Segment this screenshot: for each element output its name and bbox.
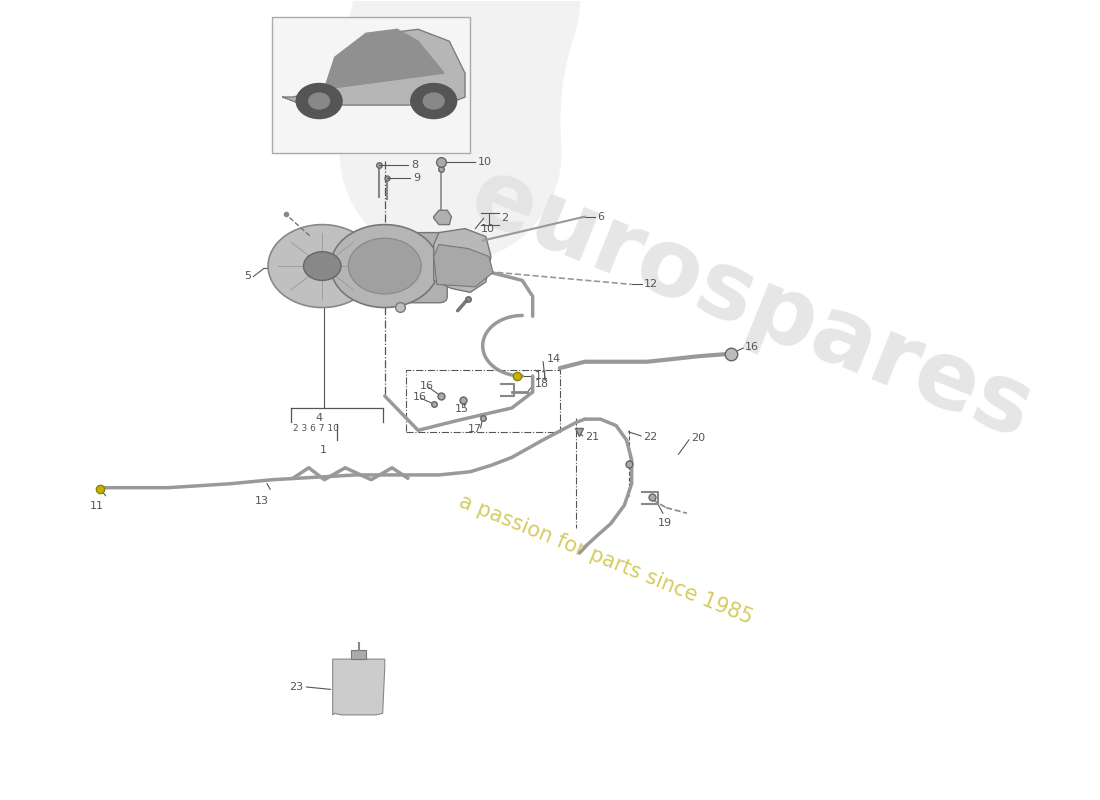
Circle shape — [331, 225, 439, 307]
Text: 23: 23 — [289, 682, 304, 692]
Circle shape — [424, 93, 444, 109]
Text: 1: 1 — [320, 445, 327, 454]
Circle shape — [349, 238, 421, 294]
Polygon shape — [433, 210, 451, 225]
Text: eurospares: eurospares — [458, 150, 1046, 459]
Polygon shape — [433, 245, 493, 286]
Text: 15: 15 — [454, 404, 469, 414]
Text: 16: 16 — [745, 342, 759, 351]
FancyBboxPatch shape — [272, 18, 470, 153]
Text: 22: 22 — [644, 432, 658, 442]
Text: 10: 10 — [481, 223, 495, 234]
Circle shape — [268, 225, 376, 307]
Polygon shape — [351, 650, 366, 659]
Text: 11: 11 — [90, 502, 104, 511]
Text: 21: 21 — [585, 432, 598, 442]
Bar — [406, 370, 560, 432]
Circle shape — [309, 93, 330, 109]
Text: 20: 20 — [691, 434, 705, 443]
Polygon shape — [332, 659, 385, 715]
Text: 13: 13 — [255, 496, 268, 506]
Text: 12: 12 — [645, 279, 658, 290]
Text: 4: 4 — [316, 413, 322, 422]
Circle shape — [410, 83, 456, 118]
Text: 5: 5 — [244, 271, 252, 282]
Text: 11: 11 — [535, 371, 549, 381]
Text: 2 3 6 7 10: 2 3 6 7 10 — [293, 424, 339, 433]
Text: 16: 16 — [420, 381, 434, 390]
Circle shape — [304, 252, 341, 281]
FancyBboxPatch shape — [363, 233, 448, 302]
Text: 2: 2 — [502, 214, 508, 223]
Text: 17: 17 — [469, 425, 482, 434]
Text: 6: 6 — [597, 212, 604, 222]
Text: 14: 14 — [548, 354, 561, 364]
Text: 16: 16 — [412, 392, 427, 402]
Text: 8: 8 — [410, 160, 418, 170]
Text: 10: 10 — [477, 158, 492, 167]
Text: 19: 19 — [658, 518, 672, 528]
Text: 9: 9 — [412, 174, 420, 183]
Polygon shape — [433, 229, 491, 292]
Polygon shape — [283, 30, 465, 105]
Circle shape — [296, 83, 342, 118]
Polygon shape — [324, 30, 444, 89]
Text: 18: 18 — [535, 379, 549, 389]
Text: a passion for parts since 1985: a passion for parts since 1985 — [455, 491, 756, 628]
